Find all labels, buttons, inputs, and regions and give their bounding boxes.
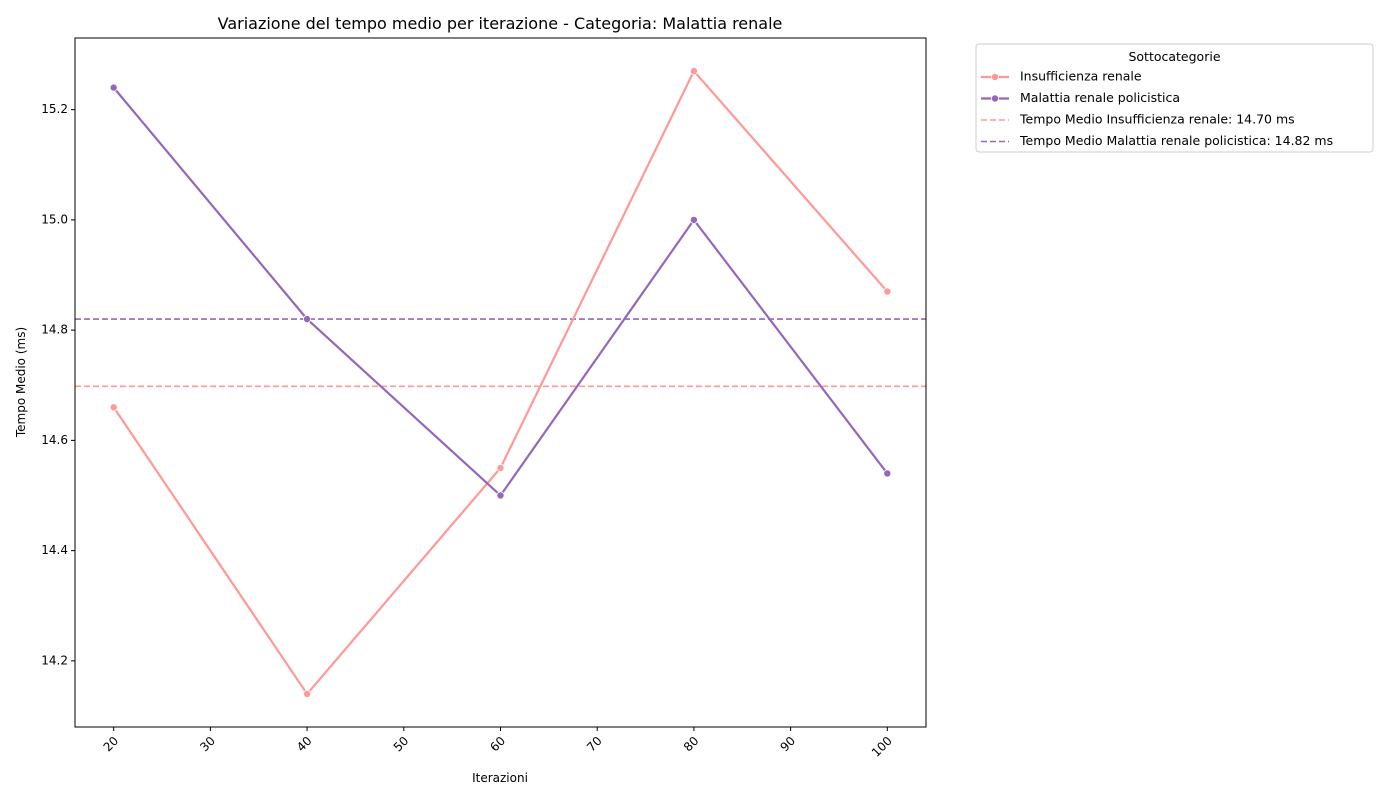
- y-tick-label: 14.8: [41, 323, 68, 337]
- legend: Sottocategorie Insufficienza renale Malat…: [975, 43, 1374, 153]
- data-point-2-5: [883, 469, 892, 478]
- legend-entry-label: Insufficienza renale: [1020, 69, 1142, 84]
- data-point-2-3: [496, 491, 505, 500]
- data-point-1-2: [303, 689, 312, 698]
- y-tick-label: 14.6: [41, 433, 68, 447]
- y-tick-label: 14.2: [41, 653, 68, 667]
- data-point-2-1: [109, 83, 118, 92]
- y-axis-ticks: 14.2 14.4 14.6 14.8 15.0 15.2: [41, 102, 75, 667]
- data-point-2-2: [303, 315, 312, 324]
- legend-box: [975, 43, 1374, 153]
- y-tick-label: 15.2: [41, 102, 68, 116]
- data-point-2-4: [689, 215, 698, 224]
- legend-title: Sottocategorie: [1128, 49, 1220, 64]
- x-axis-label: Iterazioni: [472, 771, 528, 785]
- data-point-1-4: [689, 67, 698, 76]
- data-point-1-3: [496, 463, 505, 472]
- data-point-1-1: [109, 403, 118, 412]
- legend-entry-label: Tempo Medio Insufficienza renale: 14.70 …: [1019, 112, 1295, 127]
- y-tick-label: 14.4: [41, 543, 68, 557]
- plot-frame: [74, 37, 927, 728]
- legend-entry-label: Tempo Medio Malattia renale policistica:…: [1019, 133, 1333, 148]
- legend-marker: [991, 73, 1000, 82]
- data-point-1-5: [883, 287, 892, 296]
- plot-area: [75, 67, 926, 698]
- chart-title: Variazione del tempo medio per iterazion…: [218, 14, 783, 33]
- y-axis-label: Tempo Medio (ms): [14, 327, 28, 438]
- legend-entry-label: Malattia renale policistica: [1020, 90, 1180, 105]
- legend-marker: [991, 94, 1000, 103]
- y-tick-label: 15.0: [41, 212, 68, 226]
